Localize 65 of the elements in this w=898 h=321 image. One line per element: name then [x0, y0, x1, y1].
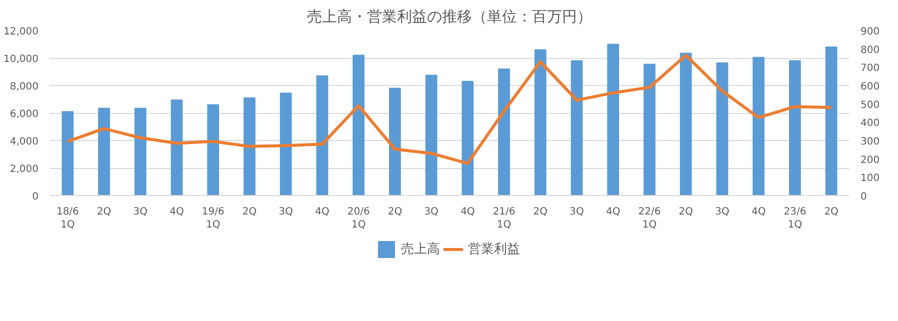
x-tick-label: 2Q [242, 206, 257, 218]
y2-tick-label: 0 [860, 192, 867, 202]
y2-tick-label: 400 [860, 118, 880, 130]
x-tick-label: 2Q [388, 206, 402, 218]
x-tick-label: 3Q [424, 206, 439, 218]
bar [207, 104, 220, 196]
x-tick-label: 19/6 1Q [202, 206, 224, 231]
bar [389, 88, 401, 196]
x-tick-label: 18/6 1Q [56, 206, 79, 231]
y2-tick-label: 100 [860, 173, 880, 184]
x-tick-label: 3Q [715, 206, 730, 218]
x-tick-label: 4Q [315, 206, 330, 218]
bar [716, 62, 728, 196]
x-tick-label: 20/6 1Q [347, 206, 370, 231]
y2-tick-label: 500 [860, 100, 880, 111]
x-tick-label: 23/6 1Q [784, 206, 806, 231]
bar [280, 92, 292, 196]
bar [98, 108, 110, 196]
y-tick-label: 8,000 [10, 82, 39, 92]
bar [789, 60, 801, 196]
bar [62, 111, 74, 196]
bar [644, 64, 656, 196]
x-tick-label: 4Q [751, 206, 766, 218]
x-tick-label: 21/6 1Q [492, 206, 516, 231]
bar [244, 97, 256, 196]
bar [498, 68, 510, 196]
bar [425, 74, 438, 196]
bar [316, 75, 328, 196]
bar [570, 60, 583, 196]
bar [462, 80, 474, 196]
x-tick-label: 2Q [96, 206, 112, 218]
bar [352, 54, 365, 196]
x-tick-label: 4Q [460, 206, 475, 218]
y2-tick-label: 800 [860, 44, 880, 56]
bar [752, 56, 765, 196]
x-tick-label: 4Q [170, 206, 184, 218]
y-tick-label: 6,000 [10, 109, 39, 120]
legend-label: 売上高 [401, 241, 440, 258]
y2-tick-label: 700 [860, 63, 880, 74]
bar [170, 99, 183, 196]
x-tick-label: 2Q [824, 206, 839, 218]
x-tick-label: 4Q [606, 206, 620, 218]
bar [680, 52, 692, 196]
bar [607, 44, 620, 196]
legend-label: 営業利益 [468, 241, 520, 258]
y-tick-label: 2,000 [10, 164, 39, 175]
y2-tick-label: 200 [860, 154, 880, 166]
x-tick-label: 3Q [278, 206, 294, 218]
y2-tick-label: 600 [860, 82, 880, 92]
line-series [66, 54, 833, 165]
bar [825, 46, 838, 196]
x-tick-label: 22/6 1Q [638, 206, 661, 231]
x-tick-label: 2Q [533, 206, 548, 218]
x-tick-label: 3Q [570, 206, 584, 218]
chart-title: 売上高・営業利益の推移（単位：百万円） [307, 8, 592, 26]
y2-tick-label: 900 [860, 26, 880, 38]
x-tick-label: 3Q [133, 206, 148, 218]
x-tick-label: 2Q [678, 206, 694, 218]
y-tick-label: 12,000 [4, 26, 39, 38]
y-tick-label: 0 [32, 192, 39, 202]
y2-tick-label: 300 [860, 136, 880, 148]
bar [534, 49, 546, 196]
bar [134, 108, 146, 196]
y-tick-label: 10,000 [4, 54, 39, 65]
y-tick-label: 4,000 [10, 136, 39, 148]
